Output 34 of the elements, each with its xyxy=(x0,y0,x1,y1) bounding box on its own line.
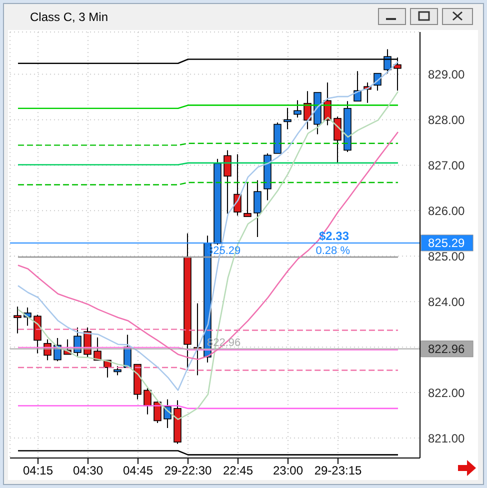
candlestick xyxy=(144,387,152,415)
candlestick xyxy=(234,154,242,216)
text: 822.96 xyxy=(428,342,465,356)
x-tick-label: 04:30 xyxy=(72,464,104,478)
text: 825.29 xyxy=(428,236,465,250)
candlestick xyxy=(74,327,82,358)
y-tick-label: 827.00 xyxy=(428,158,466,172)
y-tick-label: 828.00 xyxy=(428,113,466,128)
y-tick-label: 821.00 xyxy=(428,431,466,446)
candlestick xyxy=(114,366,122,376)
x-tick-label: 29-23:15 xyxy=(314,464,362,478)
annotation: 0.28 % xyxy=(316,244,350,257)
x-tick-label: 22:45 xyxy=(222,464,254,478)
y-tick-label: 824.00 xyxy=(428,294,466,309)
y-tick-label: 826.00 xyxy=(428,204,466,218)
candlestick xyxy=(334,116,342,164)
y-tick-label: 825.00 xyxy=(428,249,466,264)
candlestick xyxy=(294,100,302,118)
x-tick-label: 29-22:30 xyxy=(164,464,212,478)
x-tick-label: 23:00 xyxy=(272,464,304,478)
candlestick xyxy=(224,150,232,214)
candlestick xyxy=(14,306,22,334)
x-tick-label: 04:45 xyxy=(122,464,154,478)
line-series xyxy=(17,90,399,420)
chart-title: Class C, 3 Min xyxy=(30,10,108,24)
line-series xyxy=(17,60,399,391)
candlestick xyxy=(244,182,252,218)
line-series xyxy=(17,131,399,360)
candlestick xyxy=(254,180,262,238)
y-tick-label: 822.00 xyxy=(428,386,466,400)
candlestick xyxy=(354,70,362,102)
y-tick-label: 829.00 xyxy=(428,68,466,82)
x-tick-label: 04:15 xyxy=(22,464,54,478)
candlestick xyxy=(284,107,292,130)
